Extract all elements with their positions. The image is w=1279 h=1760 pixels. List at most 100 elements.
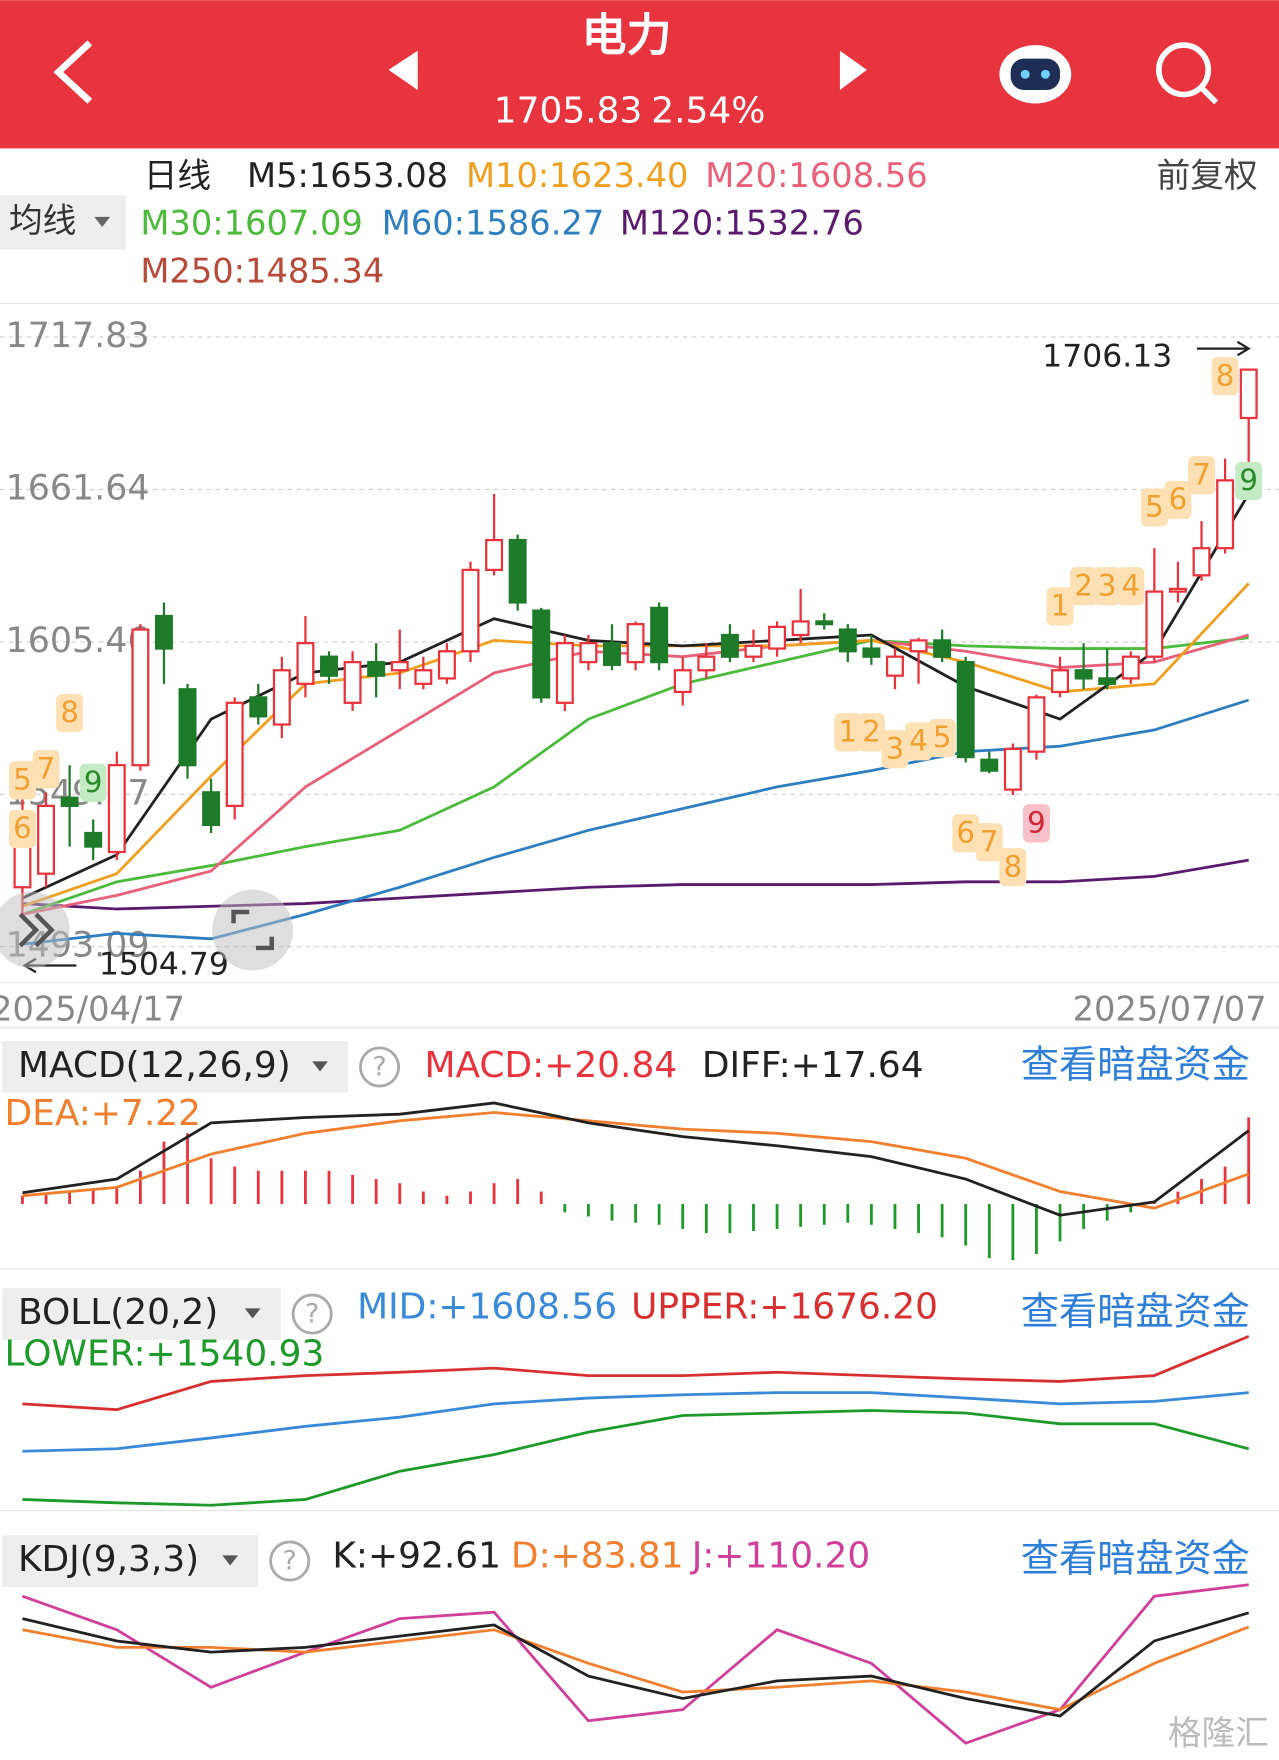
dark-pool-link[interactable]: 查看暗盘资金 bbox=[1021, 1538, 1250, 1582]
candle-body bbox=[768, 625, 787, 650]
indicator-line bbox=[22, 1101, 1250, 1217]
indicator-dropdown[interactable]: KDJ(9,3,3) bbox=[2, 1535, 259, 1587]
td-marker-label: 1 bbox=[839, 714, 858, 748]
td-marker-label: 2 bbox=[862, 714, 881, 748]
candle-body bbox=[461, 568, 480, 653]
date-label: 2025/07/07 bbox=[1073, 989, 1267, 1028]
candle-body bbox=[885, 655, 904, 677]
candle-body bbox=[603, 642, 621, 666]
td-marker bbox=[1070, 567, 1098, 606]
candle-body bbox=[60, 796, 79, 808]
expand-button[interactable] bbox=[212, 889, 294, 971]
ma-button: 均线 bbox=[9, 201, 76, 240]
prev-button[interactable] bbox=[388, 50, 418, 91]
back-button[interactable] bbox=[53, 40, 93, 104]
indicator-value: MID:+1608.56 bbox=[357, 1286, 617, 1327]
indicator-dropdown[interactable]: BOLL(20,2) bbox=[2, 1288, 281, 1340]
indicator-line bbox=[21, 1583, 1249, 1745]
td-marker-label: 8 bbox=[1216, 358, 1235, 392]
td-marker bbox=[881, 730, 909, 769]
max-label: 1706.13 bbox=[1042, 339, 1172, 375]
dropdown-bg bbox=[2, 1535, 259, 1587]
ma-legend: M250:1485.34 bbox=[140, 252, 384, 291]
td-marker-label: 5 bbox=[1145, 490, 1164, 524]
td-marker bbox=[8, 761, 36, 800]
td-marker-label: 2 bbox=[1074, 568, 1093, 602]
candle-body bbox=[1192, 547, 1211, 577]
td-marker bbox=[905, 722, 933, 761]
plots: M5:1653.08 M10:1623.40 M20:1608.56 M30:1607… bbox=[0, 156, 1279, 1745]
next-button[interactable] bbox=[839, 50, 867, 91]
candle-body bbox=[626, 623, 645, 664]
td-marker bbox=[1235, 461, 1263, 501]
y-tick-label: 1661.64 bbox=[6, 468, 150, 508]
indicator-value: MACD:+20.84 bbox=[424, 1045, 677, 1086]
dark-pool-link[interactable]: 查看暗盘资金 bbox=[1021, 1043, 1250, 1087]
td-marker-label: 6 bbox=[13, 811, 32, 845]
td-marker bbox=[1164, 480, 1192, 519]
help-button[interactable]: ? bbox=[359, 1046, 401, 1088]
ma-legend: M60:1586.27 bbox=[382, 203, 604, 242]
help-circle bbox=[291, 1293, 333, 1335]
y-tick-label: 1605.46 bbox=[6, 621, 150, 661]
indicator-value: UPPER:+1676.20 bbox=[631, 1286, 938, 1327]
help-circle bbox=[359, 1046, 401, 1088]
candle-body bbox=[673, 669, 692, 694]
candle-body bbox=[956, 660, 975, 759]
candle-body bbox=[131, 628, 150, 767]
td-marker-label: 5 bbox=[13, 763, 32, 797]
ma-legend: M5:1653.08 bbox=[247, 156, 448, 195]
candle-body bbox=[555, 642, 574, 704]
ma-legend: M10:1623.40 bbox=[466, 156, 688, 195]
min-label: 1504.79 bbox=[99, 946, 229, 982]
td-marker-label: 8 bbox=[60, 695, 79, 729]
candle-body bbox=[154, 614, 173, 650]
candle-body bbox=[343, 660, 362, 704]
candle-body bbox=[225, 701, 244, 808]
candle-body bbox=[980, 758, 999, 772]
candle-body bbox=[532, 609, 551, 699]
indicator-value: D:+83.81 bbox=[511, 1536, 684, 1577]
candle-body bbox=[791, 620, 810, 637]
dark-pool-link[interactable]: 查看暗盘资金 bbox=[1021, 1291, 1250, 1335]
expand-icon bbox=[231, 909, 250, 924]
candle-body bbox=[1239, 368, 1258, 420]
candle-body bbox=[1051, 669, 1070, 694]
td-marker-label: 1 bbox=[1051, 589, 1070, 623]
candle-body bbox=[272, 669, 291, 726]
robot-eye bbox=[1020, 69, 1030, 79]
td-marker bbox=[1188, 456, 1215, 495]
indicator-value: LOWER:+1540.93 bbox=[4, 1334, 324, 1375]
title: 电力 bbox=[582, 8, 672, 61]
dropdown-arrow bbox=[222, 1555, 239, 1566]
td-marker bbox=[1046, 587, 1074, 626]
candle-body bbox=[697, 655, 716, 672]
max-arrow bbox=[1197, 340, 1251, 357]
candle-body bbox=[249, 696, 268, 718]
indicator-line bbox=[22, 1335, 1250, 1412]
candle-body bbox=[744, 644, 763, 658]
indicator-dropdown[interactable]: MACD(12,26,9) bbox=[2, 1041, 349, 1093]
td-marker bbox=[834, 713, 862, 752]
ma-legend: M20:1608.56 bbox=[705, 156, 927, 195]
td-marker-label: 5 bbox=[933, 720, 952, 754]
indicator-line bbox=[22, 1409, 1250, 1507]
help-button[interactable]: ? bbox=[291, 1293, 333, 1335]
adjust[interactable]: 前复权 bbox=[1157, 156, 1258, 195]
collapse-button[interactable] bbox=[0, 891, 70, 969]
candle-body bbox=[1098, 677, 1117, 685]
expand-icon bbox=[256, 936, 274, 951]
candle-body bbox=[579, 642, 598, 664]
td-marker-label: 4 bbox=[1121, 568, 1140, 602]
indicator-title: KDJ(9,3,3) bbox=[18, 1539, 199, 1580]
assistant-button[interactable] bbox=[999, 45, 1072, 104]
help-button[interactable]: ? bbox=[269, 1540, 311, 1582]
period: 日线 bbox=[144, 156, 211, 195]
ma-dropdown[interactable]: 均线 bbox=[0, 195, 126, 250]
candle-body bbox=[320, 655, 338, 677]
td-marker-label: 4 bbox=[909, 723, 928, 757]
td-marker bbox=[56, 694, 84, 733]
search-button[interactable] bbox=[1156, 42, 1219, 105]
td-marker-label: 6 bbox=[1169, 482, 1188, 516]
td-marker-label: 7 bbox=[980, 824, 999, 858]
